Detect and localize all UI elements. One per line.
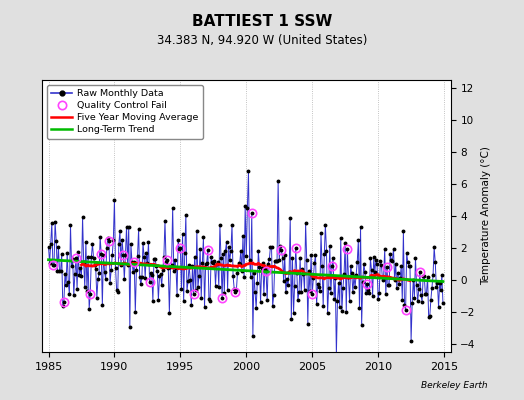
Y-axis label: Temperature Anomaly (°C): Temperature Anomaly (°C)	[481, 146, 492, 286]
Legend: Raw Monthly Data, Quality Control Fail, Five Year Moving Average, Long-Term Tren: Raw Monthly Data, Quality Control Fail, …	[47, 85, 203, 139]
Text: BATTIEST 1 SSW: BATTIEST 1 SSW	[192, 14, 332, 29]
Text: Berkeley Earth: Berkeley Earth	[421, 381, 487, 390]
Text: 34.383 N, 94.920 W (United States): 34.383 N, 94.920 W (United States)	[157, 34, 367, 47]
